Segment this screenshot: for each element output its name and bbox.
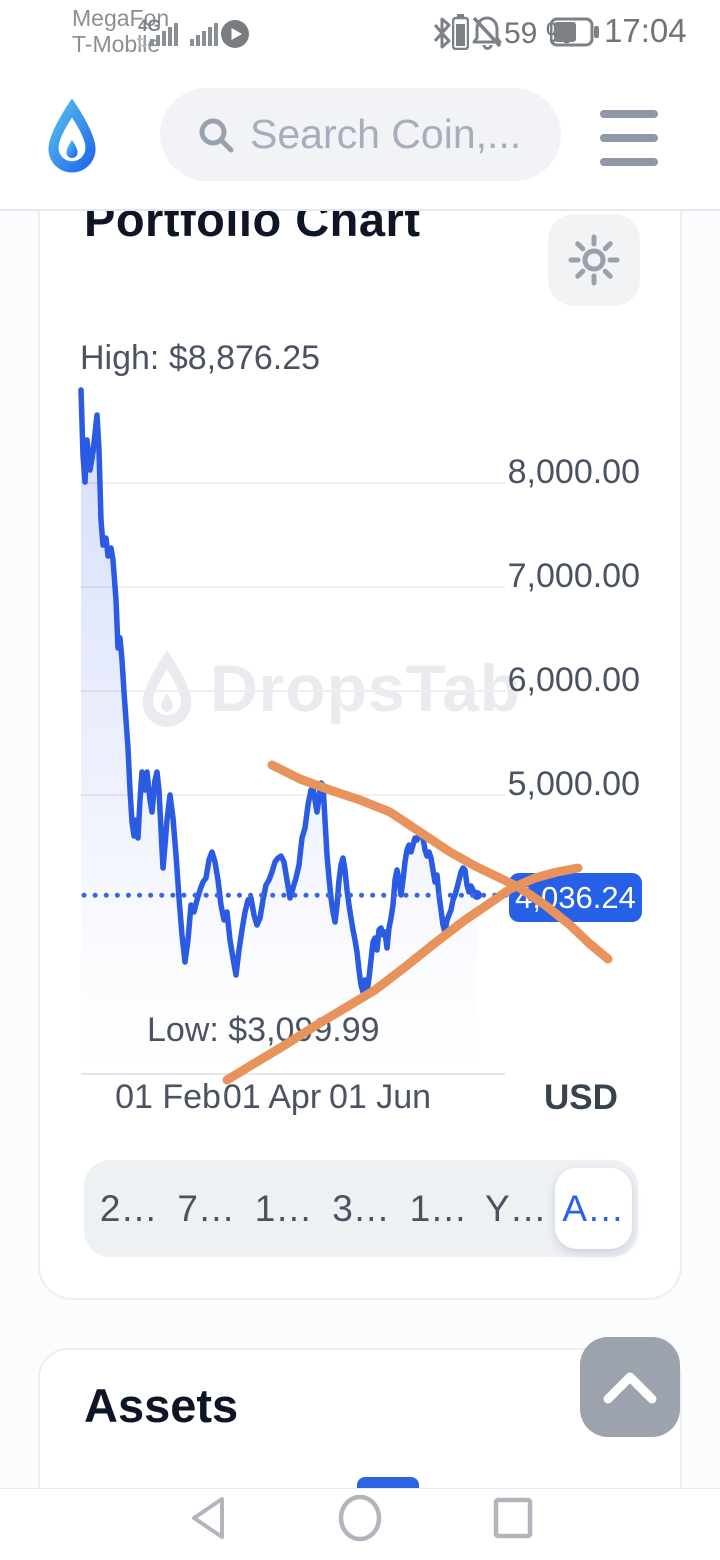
range-button[interactable]: Y…	[484, 1188, 547, 1229]
hamburger-menu-icon[interactable]	[600, 110, 660, 166]
clipped-blue-button	[357, 1477, 419, 1489]
back-triangle-icon[interactable]	[188, 1496, 228, 1540]
range-button[interactable]: 7…	[177, 1188, 235, 1229]
watermark-drop-icon	[142, 650, 192, 727]
chevron-up-icon	[603, 1372, 657, 1404]
dropstab-logo-icon[interactable]	[44, 96, 100, 174]
currency-label: USD	[544, 1078, 618, 1117]
range-button[interactable]: 1…	[254, 1188, 313, 1229]
range-button[interactable]: 1…	[409, 1188, 468, 1229]
y-tick-label: 5,000.00	[507, 765, 640, 803]
dropstab-watermark: DropsTab	[138, 648, 521, 728]
carrier-primary: MegaFon	[72, 5, 170, 31]
chart-high-label: High: $8,876.25	[80, 339, 321, 377]
x-tick-label: 01 Apr	[222, 1078, 322, 1116]
gear-icon	[568, 234, 620, 286]
home-circle-icon[interactable]	[336, 1494, 384, 1542]
clock-label: 17:04	[604, 12, 687, 49]
y-tick-label: 8,000.00	[507, 453, 640, 491]
device-battery-icon	[452, 14, 469, 50]
assets-title: Assets	[84, 1379, 239, 1432]
bluetooth-icon	[433, 17, 451, 49]
chart-settings-button[interactable]	[548, 214, 640, 306]
play-circle-icon	[221, 20, 249, 48]
search-placeholder: Search Coin,...	[250, 111, 522, 157]
carrier-secondary: T-Mobile	[72, 31, 161, 57]
time-range-selector: 2… 7… 1… 3… 1… Y… A…	[84, 1160, 638, 1257]
recents-square-icon[interactable]	[493, 1497, 535, 1539]
network-arrows-icon: ⇅	[136, 34, 148, 50]
signal-bars-icon	[150, 23, 178, 46]
watermark-text: DropsTab	[210, 651, 522, 725]
y-tick-label: 7,000.00	[507, 557, 640, 595]
signal-bars-icon	[190, 23, 218, 46]
battery-icon	[550, 17, 599, 47]
chart-low-label: Low: $3,099.99	[147, 1011, 380, 1049]
y-tick-label: 6,000.00	[507, 661, 640, 699]
scroll-to-top-button[interactable]	[580, 1337, 680, 1437]
search-icon	[199, 118, 234, 152]
x-tick-label: 01 Feb	[115, 1078, 221, 1116]
search-input[interactable]: Search Coin,...	[160, 88, 561, 181]
android-nav-bar	[0, 1488, 720, 1560]
current-value-badge: 4,036.24	[509, 873, 642, 922]
range-button-selected[interactable]: A…	[554, 1168, 632, 1249]
range-button[interactable]: 3…	[332, 1188, 390, 1229]
x-tick-label: 01 Jun	[328, 1078, 432, 1116]
range-button[interactable]: 2…	[99, 1188, 158, 1229]
network-type-label: 4G	[138, 16, 161, 35]
notifications-off-icon	[472, 16, 502, 50]
assets-card	[38, 1348, 682, 1490]
